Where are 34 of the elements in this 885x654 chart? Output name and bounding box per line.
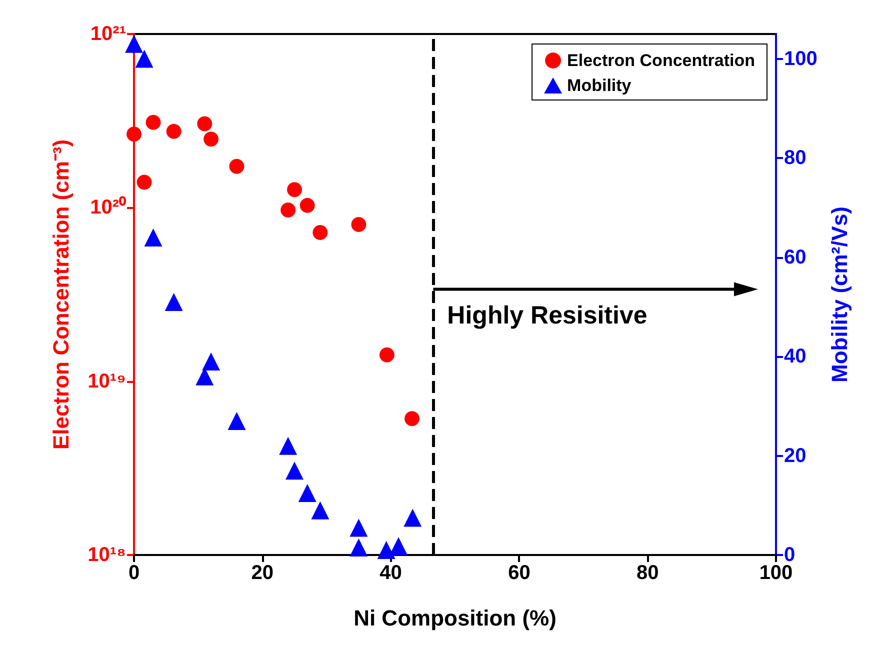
y-tick-label: 10¹⁹ [88,370,126,392]
point [197,116,212,132]
y2-tick-label: 60 [784,246,806,268]
x-tick-label: 80 [636,562,659,584]
y2-tick-label: 80 [784,147,806,170]
point [300,198,315,213]
point [404,411,420,426]
annotation: Highly Resisitive [447,301,648,330]
y2-axis-title: Mobility (cm²/Vs) [826,206,852,383]
y-axis-title: Electron Concentration (cm⁻³) [48,139,74,450]
point [204,132,219,147]
legend-label: Electron Concentration [567,51,756,70]
point [126,126,142,142]
point [166,124,182,139]
x-tick-label: 20 [251,562,274,584]
point [229,158,244,174]
y2-tick-label: 40 [784,346,806,368]
y-tick-label: 10²¹ [90,23,126,45]
y2-tick-label: 100 [784,48,818,70]
y-tick-label: 10²⁰ [90,196,126,219]
point [280,202,296,218]
y-tick-label: 10¹⁸ [88,544,126,566]
point [136,174,152,190]
y2-tick-label: 20 [784,444,806,467]
point [312,224,328,240]
point [379,347,394,362]
point [287,182,302,198]
point [351,217,366,232]
point [146,114,161,130]
x-tick-label: 0 [128,562,140,584]
x-axis-title: Ni Composition (%) [354,606,556,630]
x-tick-label: 60 [508,562,530,584]
legend-label: Mobility [567,76,632,95]
x-tick-label: 40 [380,562,402,584]
